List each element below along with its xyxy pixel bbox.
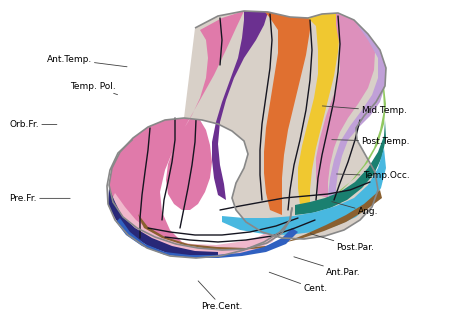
Polygon shape — [116, 218, 298, 258]
Polygon shape — [295, 120, 386, 215]
Polygon shape — [222, 148, 386, 235]
Text: Temp. Pol.: Temp. Pol. — [70, 82, 118, 95]
Text: Ant.Temp.: Ant.Temp. — [46, 55, 127, 67]
Text: Post.Temp.: Post.Temp. — [332, 137, 410, 146]
Polygon shape — [108, 188, 218, 258]
Text: Temp.Occ.: Temp.Occ. — [337, 171, 410, 180]
Text: Pre.Fr.: Pre.Fr. — [9, 194, 70, 203]
Text: Ang.: Ang. — [332, 202, 378, 216]
Text: Mid.Temp.: Mid.Temp. — [322, 106, 407, 115]
Text: Cent.: Cent. — [269, 272, 328, 293]
Polygon shape — [109, 11, 386, 257]
Polygon shape — [336, 86, 386, 198]
Polygon shape — [109, 11, 244, 248]
Polygon shape — [328, 20, 386, 200]
Text: Pre.Cent.: Pre.Cent. — [198, 281, 243, 311]
Polygon shape — [109, 193, 290, 256]
Polygon shape — [138, 190, 382, 250]
Polygon shape — [264, 11, 310, 215]
Polygon shape — [212, 11, 268, 200]
Polygon shape — [298, 13, 340, 208]
Text: Post.Par.: Post.Par. — [310, 234, 374, 252]
Polygon shape — [316, 13, 375, 198]
Text: Ant.Par.: Ant.Par. — [294, 257, 361, 277]
Text: Orb.Fr.: Orb.Fr. — [9, 120, 57, 129]
